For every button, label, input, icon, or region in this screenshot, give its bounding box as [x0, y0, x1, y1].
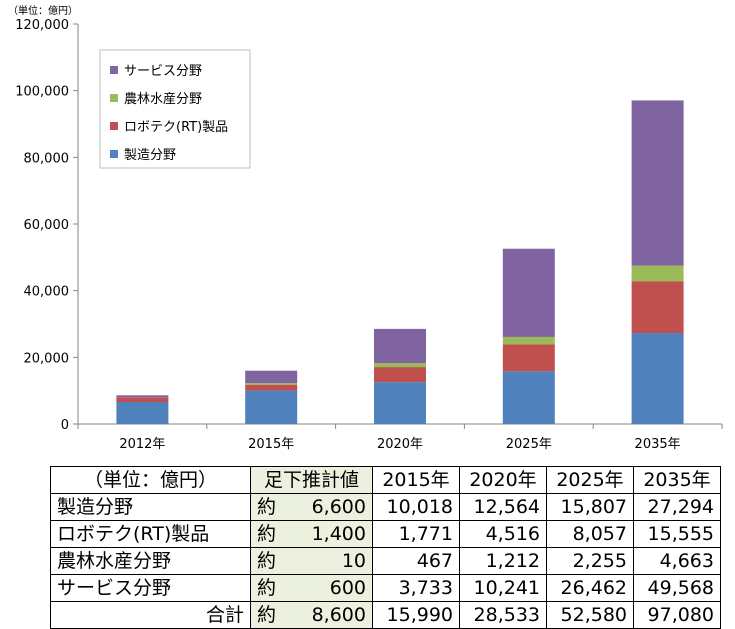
- bar-segment: [503, 249, 555, 337]
- current-estimate-value: 6,600: [312, 496, 366, 518]
- bar-segment: [503, 337, 555, 345]
- x-tick-label: 2012年: [119, 437, 165, 452]
- table-value-cell: 3,733: [373, 575, 460, 602]
- legend-swatch: [110, 122, 118, 130]
- x-tick-label: 2035年: [635, 437, 681, 452]
- bar-segment: [245, 385, 297, 391]
- table-header-cell: 足下推計値: [251, 467, 373, 494]
- table-value-cell: 1,212: [460, 548, 547, 575]
- bar-segment: [116, 397, 168, 402]
- legend-swatch: [110, 66, 118, 74]
- bar-segment: [116, 395, 168, 397]
- table-value-cell: 26,462: [547, 575, 634, 602]
- table-header-cell: （単位：億円）: [51, 467, 251, 494]
- y-tick-label: 80,000: [24, 151, 70, 166]
- legend-swatch: [110, 150, 118, 158]
- table-value-cell: 10,018: [373, 494, 460, 521]
- table-value-cell: 4,516: [460, 521, 547, 548]
- current-estimate-cell: 約 1,400: [251, 521, 373, 548]
- current-estimate-value: 8,600: [312, 604, 366, 626]
- stacked-bar-chart: 0 20,000 40,000 60,000 80,000 100,000 120,000 2…: [0, 0, 735, 460]
- legend-label: サービス分野: [124, 64, 202, 79]
- y-tick-label: 0: [61, 418, 69, 433]
- table-value-cell: 97,080: [634, 602, 721, 629]
- table-value-cell: 12,564: [460, 494, 547, 521]
- table-value-cell: 27,294: [634, 494, 721, 521]
- table-value-cell: 49,568: [634, 575, 721, 602]
- legend-label: 農林水産分野: [124, 91, 202, 107]
- current-estimate-cell: 約 600: [251, 575, 373, 602]
- row-label-cell: ロボテク(RT)製品: [51, 521, 251, 548]
- legend-swatch: [110, 94, 118, 102]
- bar-segment: [374, 382, 426, 424]
- table-value-cell: 8,057: [547, 521, 634, 548]
- table-value-cell: 467: [373, 548, 460, 575]
- x-tick-label: 2015年: [248, 437, 294, 452]
- table-header-cell: 2025年: [547, 467, 634, 494]
- current-estimate-cell: 約 10: [251, 548, 373, 575]
- approx-mark: 約: [257, 602, 276, 628]
- x-tick-label: 2020年: [377, 437, 423, 452]
- table-value-cell: 1,771: [373, 521, 460, 548]
- bar-segment: [632, 281, 684, 333]
- approx-mark: 約: [257, 575, 276, 601]
- table-value-cell: 2,255: [547, 548, 634, 575]
- approx-mark: 約: [257, 548, 276, 574]
- table-header-cell: 2035年: [634, 467, 721, 494]
- bar-segment: [632, 100, 684, 265]
- bar-segment: [374, 363, 426, 367]
- row-label-cell: 農林水産分野: [51, 548, 251, 575]
- row-label-cell: サービス分野: [51, 575, 251, 602]
- current-estimate-value: 600: [330, 577, 366, 599]
- bar-segment: [374, 329, 426, 363]
- table-value-cell: 15,990: [373, 602, 460, 629]
- x-tick-label: 2025年: [506, 437, 552, 452]
- table-value-cell: 15,807: [547, 494, 634, 521]
- bar-segment: [503, 371, 555, 424]
- y-tick-label: 20,000: [24, 351, 70, 366]
- table-value-cell: 4,663: [634, 548, 721, 575]
- y-tick-label: 60,000: [24, 218, 70, 233]
- bar-segment: [245, 371, 297, 383]
- y-tick-label: 40,000: [24, 285, 70, 300]
- legend-label: ロボテク(RT)製品: [124, 120, 228, 135]
- bar-segment: [632, 266, 684, 282]
- approx-mark: 約: [257, 521, 276, 547]
- legend-label: 製造分野: [124, 148, 176, 163]
- current-estimate-value: 1,400: [312, 523, 366, 545]
- table-header-cell: 2015年: [373, 467, 460, 494]
- table-value-cell: 10,241: [460, 575, 547, 602]
- row-label-cell: 合計: [51, 602, 251, 629]
- current-estimate-cell: 約 8,600: [251, 602, 373, 629]
- current-estimate-value: 10: [342, 550, 366, 572]
- y-tick-label: 100,000: [15, 85, 69, 100]
- table-value-cell: 52,580: [547, 602, 634, 629]
- bar-segment: [116, 402, 168, 424]
- table-value-cell: 15,555: [634, 521, 721, 548]
- table-header-cell: 2020年: [460, 467, 547, 494]
- bar-segment: [632, 333, 684, 424]
- bar-segment: [245, 391, 297, 424]
- table-value-cell: 28,533: [460, 602, 547, 629]
- current-estimate-cell: 約 6,600: [251, 494, 373, 521]
- bar-segment: [374, 367, 426, 382]
- bar-segment: [503, 344, 555, 371]
- bar-segment: [245, 383, 297, 385]
- y-tick-label: 120,000: [15, 18, 69, 33]
- approx-mark: 約: [257, 494, 276, 520]
- row-label-cell: 製造分野: [51, 494, 251, 521]
